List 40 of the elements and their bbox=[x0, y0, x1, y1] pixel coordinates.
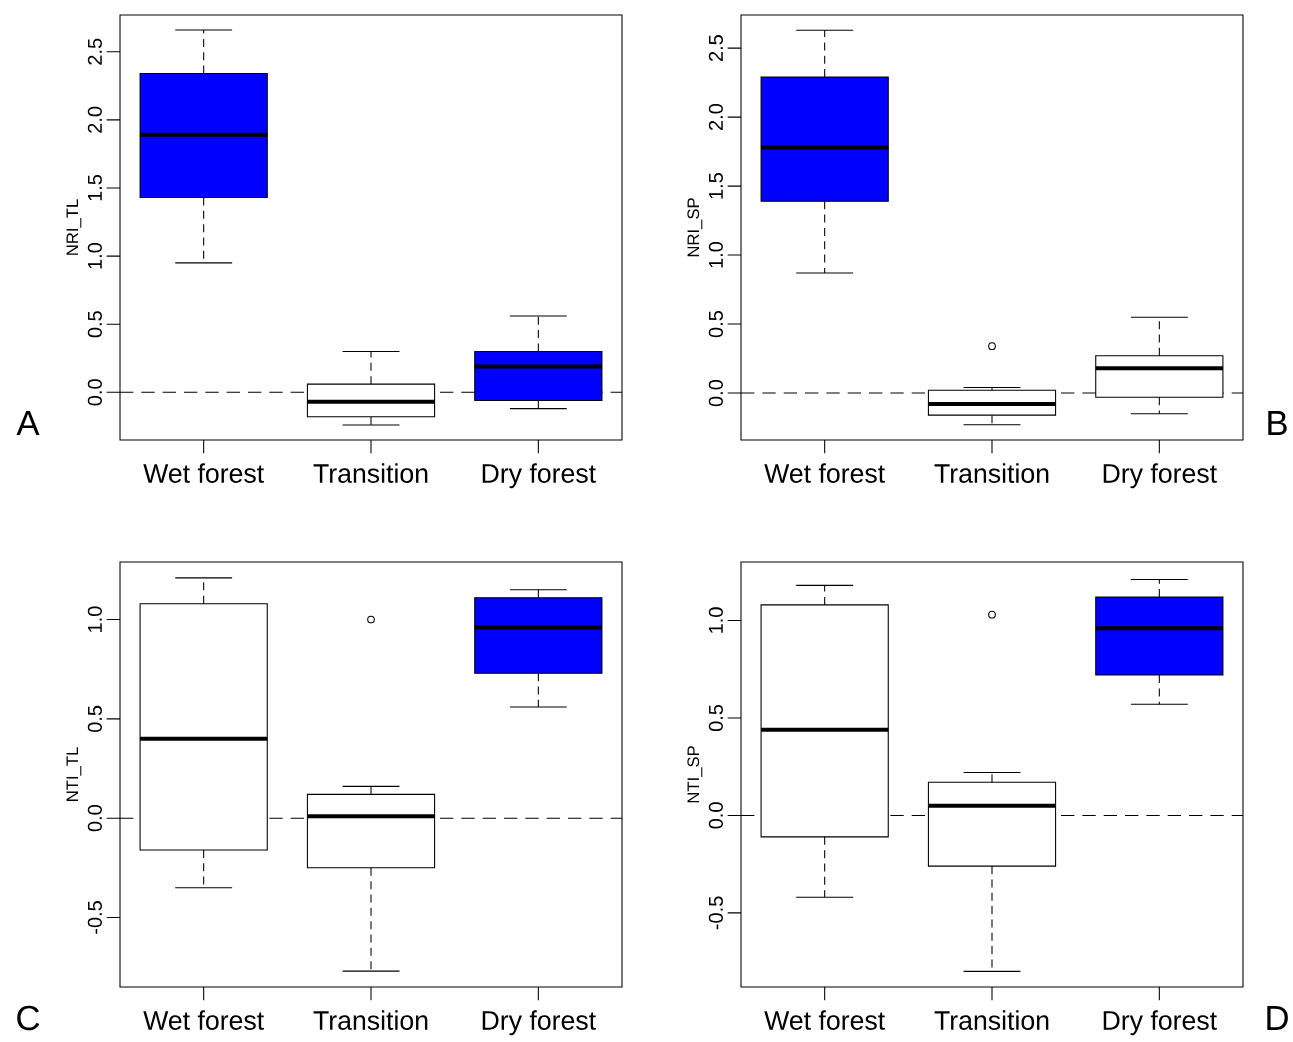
x-tick-label: Transition bbox=[934, 463, 1049, 483]
y-axis-title: NTI_SP bbox=[687, 746, 703, 803]
y-tick-label: 2.0 bbox=[87, 106, 102, 133]
y-tick-label: -0.5 bbox=[708, 896, 723, 930]
y-tick-label: 0.0 bbox=[87, 379, 102, 406]
y-axis-title: NRI_SP bbox=[687, 198, 703, 257]
y-tick-label: 0.0 bbox=[708, 379, 723, 407]
x-tick-label: Dry forest bbox=[1103, 463, 1217, 489]
text: C bbox=[17, 1005, 40, 1031]
text: B bbox=[1268, 411, 1287, 435]
text: A bbox=[16, 411, 40, 435]
x-tick-label: Wet forest bbox=[764, 463, 885, 483]
y-tick-label: 2.0 bbox=[708, 103, 723, 130]
x-tick-label: Transition bbox=[934, 1010, 1049, 1030]
text: D bbox=[1267, 1006, 1288, 1030]
y-tick-label: 0.5 bbox=[708, 311, 723, 338]
y-tick-label: 1.0 bbox=[87, 606, 102, 632]
y-tick-label: 1.5 bbox=[88, 174, 102, 201]
y-tick-label: 0.5 bbox=[87, 705, 102, 733]
y-tick-label: 2.5 bbox=[708, 35, 723, 61]
y-tick-label: 1.0 bbox=[708, 607, 723, 633]
x-tick-label: Wet forest bbox=[764, 1010, 885, 1030]
x-tick-label: Dry forest bbox=[482, 1010, 596, 1036]
x-tick-label: Wet forest bbox=[143, 1010, 264, 1030]
y-tick-label: 0.5 bbox=[708, 704, 723, 732]
x-tick-label: Transition bbox=[313, 463, 428, 483]
y-axis-title: NRI_TL bbox=[66, 199, 82, 255]
y-tick-label: -0.5 bbox=[87, 901, 102, 934]
y-axis-title: NTI_TL bbox=[66, 747, 82, 801]
y-tick-label: 1.0 bbox=[87, 242, 102, 269]
y-tick-label: 2.5 bbox=[87, 38, 102, 65]
x-tick-label: Transition bbox=[313, 1010, 428, 1030]
x-tick-label: Wet forest bbox=[143, 463, 264, 483]
y-tick-label: 1.0 bbox=[708, 241, 723, 268]
y-tick-label: 0.5 bbox=[87, 311, 102, 338]
y-tick-label: 0.0 bbox=[708, 802, 723, 829]
x-tick-label: Dry forest bbox=[482, 463, 596, 489]
y-tick-label: 1.5 bbox=[709, 173, 723, 199]
x-tick-label: Dry forest bbox=[1103, 1010, 1217, 1036]
y-tick-label: 0.0 bbox=[87, 805, 102, 832]
